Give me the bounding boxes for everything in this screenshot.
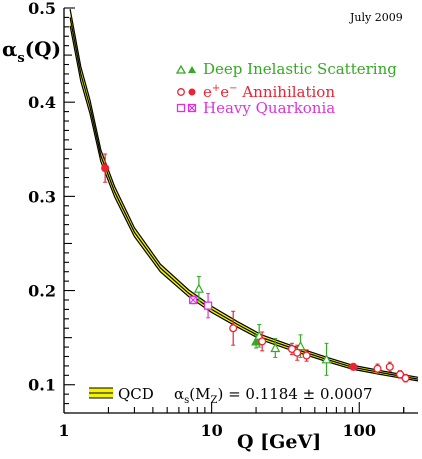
qcd-band-lower-line <box>69 25 419 382</box>
tick-labels: 1 10 100 0.1 0.2 0.3 0.4 0.5 <box>28 0 376 440</box>
data-points <box>101 153 410 383</box>
legend-item-ee: e+e− Annihilation <box>177 83 335 101</box>
marker-circle <box>396 370 405 379</box>
data-point-square-1 <box>203 292 213 319</box>
marker-circle <box>258 337 267 346</box>
data-point-circle-7 <box>373 363 382 374</box>
data-point-circle-0 <box>101 153 110 183</box>
legend-ee-filled-circle-icon <box>188 88 196 96</box>
x-tick-label: 10 <box>200 421 222 440</box>
marker-circle <box>302 351 311 360</box>
data-point-circle-8 <box>385 361 394 373</box>
marker-circle <box>349 362 358 371</box>
data-point-circle-1 <box>229 310 238 346</box>
y-tick-label: 0.1 <box>28 376 56 395</box>
marker-triangle <box>295 340 306 351</box>
data-point-circle-3 <box>287 342 296 356</box>
qcd-label: QCD <box>118 385 154 403</box>
qcd-band-swatch-icon <box>89 387 113 399</box>
marker-circle <box>287 344 296 354</box>
date-note: July 2009 <box>349 11 403 24</box>
marker-triangle <box>270 342 281 353</box>
y-tick-label: 0.2 <box>28 282 56 301</box>
marker-circle <box>101 164 110 173</box>
y-tick-label: 0.5 <box>28 0 56 18</box>
legend-dis-filled-triangle-icon <box>188 66 196 73</box>
legend-ee-label: e+e− Annihilation <box>203 83 335 101</box>
qcd-band-upper-line <box>69 8 419 378</box>
legend: Deep Inelastic Scattering e+e− Annihilat… <box>175 60 397 117</box>
y-tick-label: 0.3 <box>28 187 56 206</box>
data-point-circle-6 <box>349 362 358 371</box>
qcd-legend: QCD αs(MZ) = 0.1184 ± 0.0007 <box>89 385 373 406</box>
legend-hq-open-square-icon <box>176 103 186 113</box>
x-axis-title: Q [GeV] <box>237 431 321 453</box>
data-point-circle-9 <box>396 370 405 379</box>
data-point-circle-10 <box>401 373 410 383</box>
y-tick-label: 0.4 <box>28 93 56 112</box>
x-tick-label: 1 <box>58 421 69 440</box>
data-point-triangle-3 <box>270 338 281 358</box>
data-point-triangle-5 <box>321 342 332 376</box>
marker-square <box>203 301 213 310</box>
marker-triangle <box>193 283 204 293</box>
alpha-result: αs(MZ) = 0.1184 ± 0.0007 <box>174 385 373 406</box>
marker-circle <box>373 364 382 373</box>
legend-item-hq: Heavy Quarkonia <box>176 99 335 117</box>
data-point-circle-4 <box>293 344 302 361</box>
marker-cross-b <box>189 296 198 304</box>
legend-item-dis: Deep Inelastic Scattering <box>175 60 397 78</box>
legend-ee-open-circle-icon <box>177 88 185 96</box>
x-tick-label: 100 <box>343 421 376 440</box>
axes <box>63 7 418 414</box>
marker-circle <box>385 362 394 371</box>
marker-circle <box>229 324 238 333</box>
y-axis-title: αs(Q) <box>2 37 61 66</box>
marker-circle <box>401 374 410 383</box>
data-point-square-0 <box>189 295 198 305</box>
data-point-triangle-0 <box>193 275 204 302</box>
legend-hq-crossed-square-icon <box>187 103 197 113</box>
marker-triangle <box>251 336 262 346</box>
legend-dis-label: Deep Inelastic Scattering <box>203 60 397 78</box>
data-point-circle-5 <box>302 349 311 362</box>
marker-triangle <box>321 354 332 364</box>
marker-circle <box>293 348 302 357</box>
legend-hq-label: Heavy Quarkonia <box>203 99 335 117</box>
data-point-triangle-1 <box>251 334 262 349</box>
legend-dis-open-triangle-icon <box>175 64 187 74</box>
data-point-circle-2 <box>258 331 267 352</box>
